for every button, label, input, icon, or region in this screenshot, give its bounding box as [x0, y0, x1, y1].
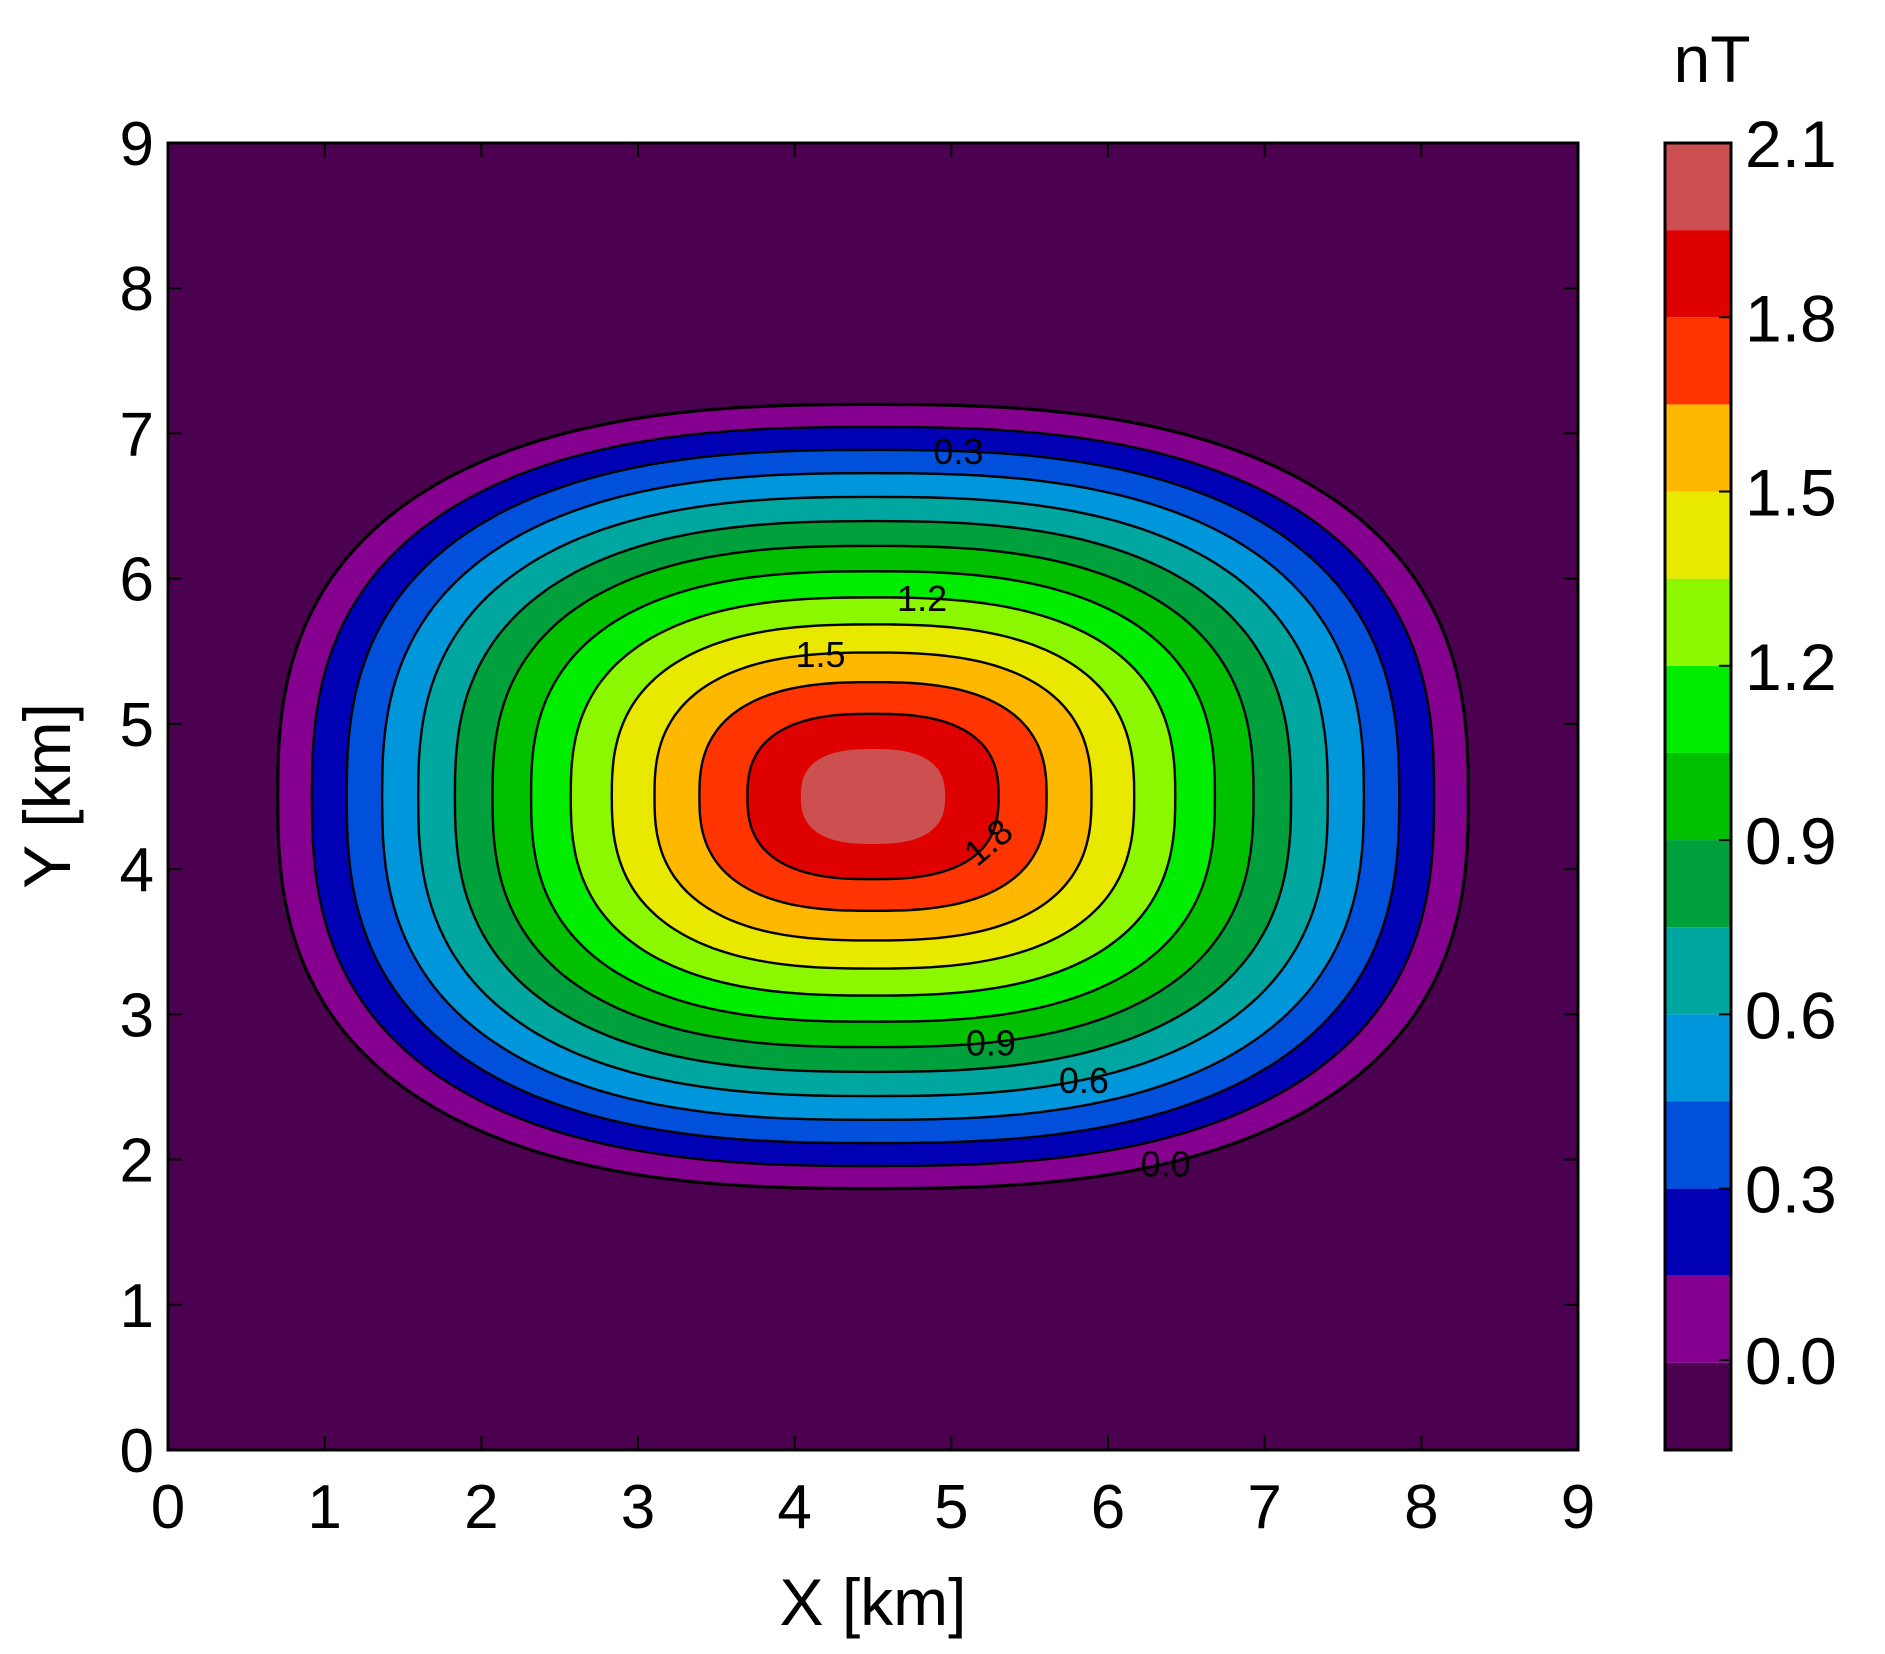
x-tick-label: 0	[151, 1473, 185, 1542]
colorbar-frame	[1663, 141, 1733, 1452]
y-tick-label: 1	[120, 1272, 154, 1341]
colorbar-block-7	[1665, 752, 1731, 841]
contour-line-0	[276, 402, 1470, 1191]
contour-line-11	[698, 681, 1048, 912]
colorbar-tick-label: 1.2	[1745, 630, 1837, 704]
colorbar-block-3	[1665, 1101, 1731, 1189]
colorbar-block-5	[1665, 927, 1731, 1015]
contour-label-0.9: 0.9	[966, 1022, 1016, 1063]
colorbar-block-4	[1665, 1014, 1731, 1102]
contour-label-1.5: 1.5	[796, 634, 846, 675]
filled-contours	[168, 143, 1578, 1450]
colorbar-block-1	[1665, 1275, 1731, 1363]
y-axis-ticks: 0 1 2 3 4 5 6 7 8 9	[120, 110, 1578, 1486]
x-axis-ticks: 0 1 2 3 4 5 6 7 8 9	[151, 143, 1595, 1542]
y-tick-label: 6	[120, 546, 154, 615]
contour-line-8	[569, 596, 1177, 997]
x-tick-label: 6	[1091, 1473, 1125, 1542]
colorbar-tick-label: 0.0	[1745, 1324, 1837, 1398]
contour-labels: 0.00.30.60.91.21.51.8	[796, 431, 1191, 1185]
colorbar-tick-label: 0.9	[1745, 804, 1837, 878]
colorbar-block-2	[1665, 1188, 1731, 1276]
colorbar-blocks	[1665, 143, 1731, 1450]
x-tick-label: 8	[1404, 1473, 1438, 1542]
contour-line-9	[610, 623, 1136, 970]
colorbar-block-8	[1665, 665, 1731, 753]
contour-line-6	[491, 544, 1255, 1049]
x-tick-label: 4	[777, 1473, 811, 1542]
colorbar-tick-label: 0.3	[1745, 1153, 1837, 1227]
colorbar-block-0	[1665, 1362, 1731, 1450]
y-tick-label: 3	[120, 981, 154, 1050]
x-tick-label: 7	[1247, 1473, 1281, 1542]
y-tick-label: 4	[120, 836, 154, 905]
x-tick-label: 9	[1561, 1473, 1595, 1542]
y-tick-label: 7	[120, 400, 154, 469]
x-tick-label: 3	[621, 1473, 655, 1542]
y-tick-label: 5	[120, 691, 154, 760]
colorbar-block-9	[1665, 578, 1731, 666]
colorbar-block-12	[1665, 317, 1731, 405]
contour-line-10	[653, 651, 1093, 942]
colorbar-tick-label: 0.6	[1745, 978, 1837, 1052]
contour-label-0.6: 0.6	[1059, 1060, 1109, 1101]
colorbar-block-14	[1665, 143, 1731, 231]
contour-line-3	[380, 471, 1366, 1122]
contour-lines	[276, 402, 1470, 1191]
contour-line-5	[453, 519, 1293, 1074]
contour-label-0.0: 0.0	[1141, 1144, 1191, 1185]
y-axis-label: Y [km]	[10, 703, 84, 889]
y-tick-label: 0	[120, 1417, 154, 1486]
x-tick-label: 2	[464, 1473, 498, 1542]
colorbar-ticks: 2.1 1.8 1.5 1.2 0.9 0.6 0.3 0.0	[1719, 107, 1837, 1398]
contour-line-1	[310, 425, 1436, 1168]
y-tick-label: 2	[120, 1127, 154, 1196]
colorbar-block-11	[1665, 404, 1731, 492]
x-tick-label: 1	[307, 1473, 341, 1542]
contour-label-1.2: 1.2	[897, 578, 947, 619]
contour-line-4	[416, 495, 1330, 1098]
y-tick-label: 8	[120, 255, 154, 324]
colorbar-block-13	[1665, 230, 1731, 318]
contour-line-12	[746, 712, 1000, 881]
contour-label-0.3: 0.3	[933, 431, 983, 472]
x-tick-label: 5	[934, 1473, 968, 1542]
colorbar: 2.1 1.8 1.5 1.2 0.9 0.6 0.3 0.0 nT	[1663, 22, 1837, 1452]
colorbar-unit-label: nT	[1673, 22, 1750, 96]
colorbar-tick-label: 1.5	[1745, 456, 1837, 530]
fill-band-14	[800, 749, 946, 844]
colorbar-tick-label: 1.8	[1745, 281, 1837, 355]
plot-frame	[166, 141, 1580, 1452]
contour-line-7	[529, 570, 1217, 1023]
y-tick-label: 9	[120, 110, 154, 179]
colorbar-block-10	[1665, 491, 1731, 579]
x-axis-label: X [km]	[779, 1565, 966, 1639]
contour-line-2	[345, 448, 1401, 1145]
colorbar-tick-label: 2.1	[1745, 107, 1837, 181]
colorbar-block-6	[1665, 840, 1731, 928]
